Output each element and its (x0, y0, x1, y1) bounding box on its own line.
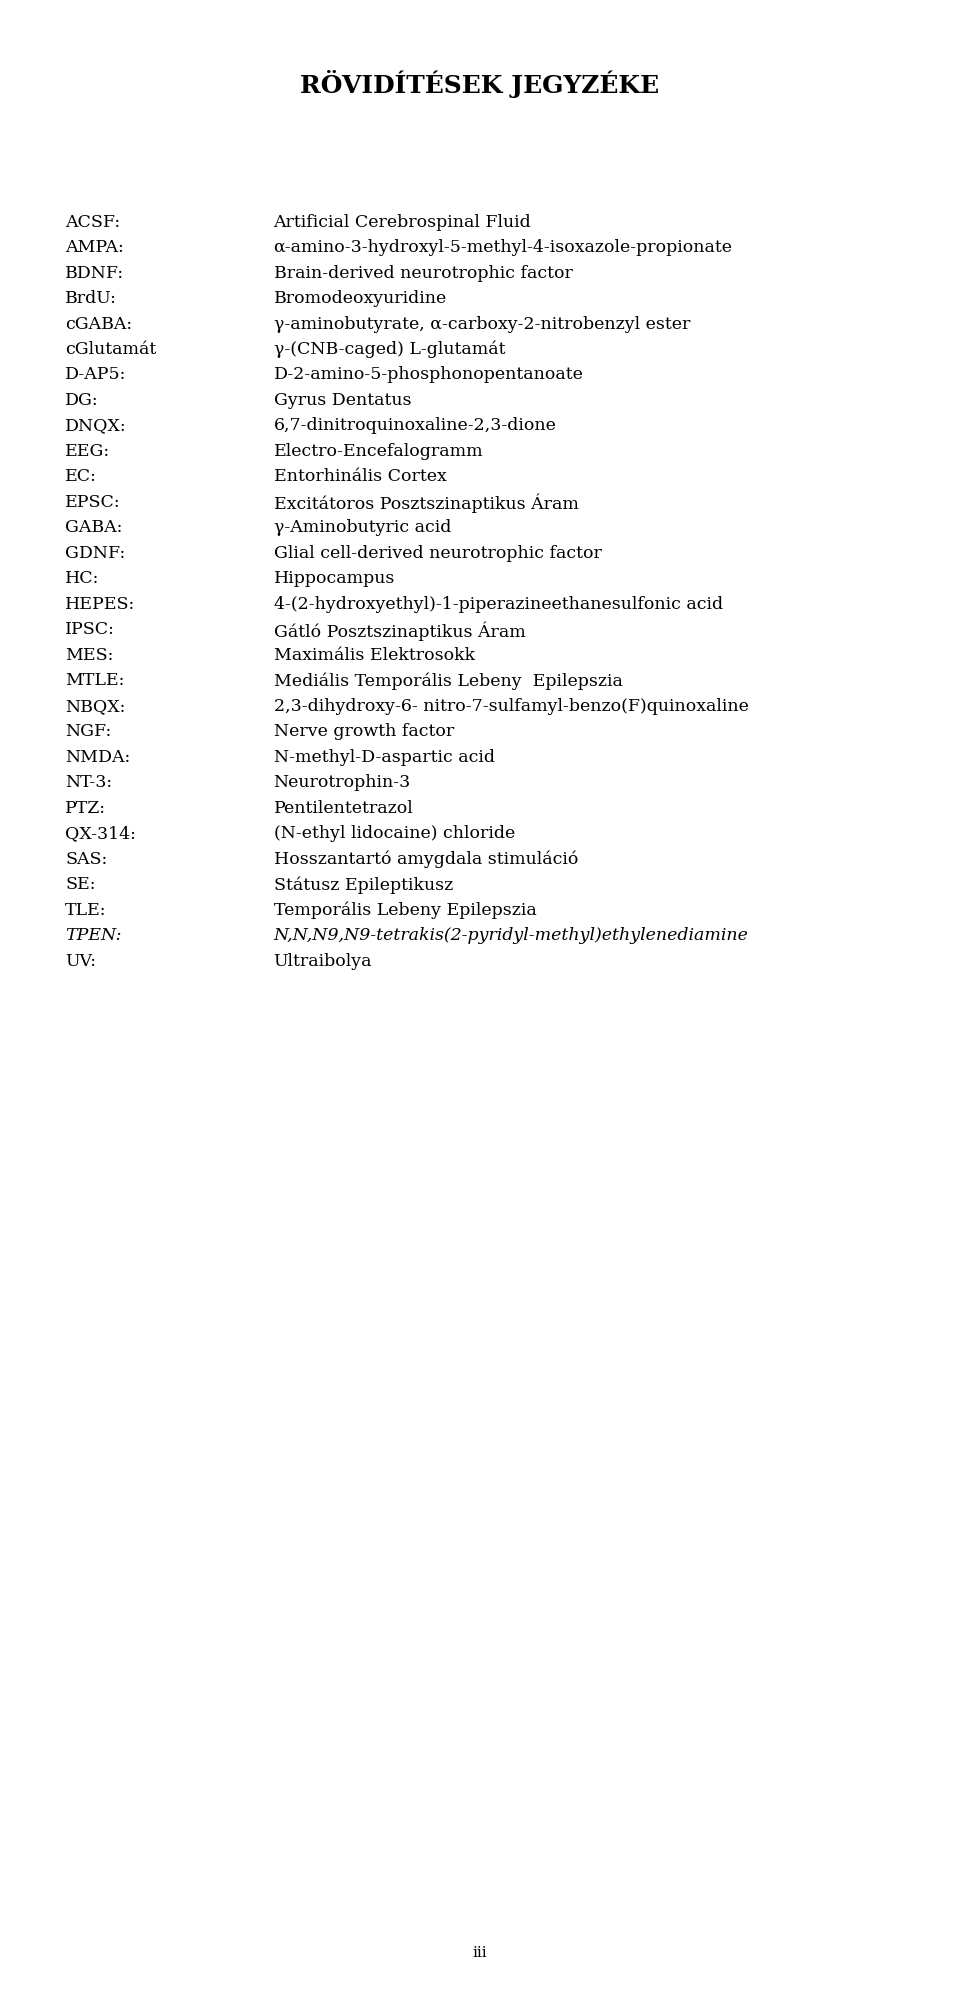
Text: iii: iii (472, 1946, 488, 1960)
Text: α-amino-3-hydroxyl-5-methyl-4-isoxazole-propionate: α-amino-3-hydroxyl-5-methyl-4-isoxazole-… (274, 240, 732, 255)
Text: Excitátoros Posztszinaptikus Áram: Excitátoros Posztszinaptikus Áram (274, 493, 579, 513)
Text: GDNF:: GDNF: (65, 545, 126, 561)
Text: D-2-amino-5-phosphonopentanoate: D-2-amino-5-phosphonopentanoate (274, 367, 584, 383)
Text: N,N,N9,N9-tetrakis(2-pyridyl-methyl)ethylenediamine: N,N,N9,N9-tetrakis(2-pyridyl-methyl)ethy… (274, 926, 749, 944)
Text: ACSF:: ACSF: (65, 214, 120, 232)
Text: SE:: SE: (65, 876, 96, 892)
Text: Gyrus Dentatus: Gyrus Dentatus (274, 391, 411, 409)
Text: NT-3:: NT-3: (65, 774, 112, 790)
Text: DG:: DG: (65, 391, 99, 409)
Text: QX-314:: QX-314: (65, 824, 136, 842)
Text: EC:: EC: (65, 469, 97, 485)
Text: Brain-derived neurotrophic factor: Brain-derived neurotrophic factor (274, 265, 572, 281)
Text: Mediális Temporális Lebeny  Epilepszia: Mediális Temporális Lebeny Epilepszia (274, 673, 622, 691)
Text: 6,7-dinitroquinoxaline-2,3-dione: 6,7-dinitroquinoxaline-2,3-dione (274, 417, 557, 435)
Text: EPSC:: EPSC: (65, 493, 121, 511)
Text: Temporális Lebeny Epilepszia: Temporális Lebeny Epilepszia (274, 902, 537, 918)
Text: IPSC:: IPSC: (65, 621, 115, 639)
Text: Státusz Epileptikusz: Státusz Epileptikusz (274, 876, 453, 894)
Text: Ultraibolya: Ultraibolya (274, 952, 372, 970)
Text: Hippocampus: Hippocampus (274, 571, 395, 587)
Text: cGlutamát: cGlutamát (65, 341, 156, 357)
Text: SAS:: SAS: (65, 850, 108, 868)
Text: Maximális Elektrosokk: Maximális Elektrosokk (274, 647, 475, 665)
Text: 2,3-dihydroxy-6- nitro-7-sulfamyl-benzo(F)quinoxaline: 2,3-dihydroxy-6- nitro-7-sulfamyl-benzo(… (274, 699, 749, 715)
Text: γ-Aminobutyric acid: γ-Aminobutyric acid (274, 519, 451, 537)
Text: UV:: UV: (65, 952, 96, 970)
Text: Neurotrophin-3: Neurotrophin-3 (274, 774, 411, 790)
Text: BrdU:: BrdU: (65, 289, 117, 307)
Text: N-methyl-D-aspartic acid: N-methyl-D-aspartic acid (274, 748, 494, 766)
Text: EEG:: EEG: (65, 443, 110, 459)
Text: γ-(CNB-caged) L-glutamát: γ-(CNB-caged) L-glutamát (274, 341, 505, 359)
Text: TPEN:: TPEN: (65, 926, 122, 944)
Text: BDNF:: BDNF: (65, 265, 125, 281)
Text: Nerve growth factor: Nerve growth factor (274, 723, 454, 741)
Text: Glial cell-derived neurotrophic factor: Glial cell-derived neurotrophic factor (274, 545, 602, 561)
Text: HC:: HC: (65, 571, 100, 587)
Text: GABA:: GABA: (65, 519, 123, 537)
Text: γ-aminobutyrate, α-carboxy-2-nitrobenzyl ester: γ-aminobutyrate, α-carboxy-2-nitrobenzyl… (274, 315, 690, 333)
Text: PTZ:: PTZ: (65, 800, 107, 816)
Text: RÖVIDÍTÉSEK JEGYZÉKE: RÖVIDÍTÉSEK JEGYZÉKE (300, 70, 660, 98)
Text: NMDA:: NMDA: (65, 748, 131, 766)
Text: Pentilentetrazol: Pentilentetrazol (274, 800, 414, 816)
Text: NGF:: NGF: (65, 723, 111, 741)
Text: TLE:: TLE: (65, 902, 107, 918)
Text: (N-ethyl lidocaine) chloride: (N-ethyl lidocaine) chloride (274, 824, 515, 842)
Text: MES:: MES: (65, 647, 113, 665)
Text: cGABA:: cGABA: (65, 315, 132, 333)
Text: Artificial Cerebrospinal Fluid: Artificial Cerebrospinal Fluid (274, 214, 531, 232)
Text: 4-(2-hydroxyethyl)-1-piperazineethanesulfonic acid: 4-(2-hydroxyethyl)-1-piperazineethanesul… (274, 597, 723, 613)
Text: HEPES:: HEPES: (65, 597, 135, 613)
Text: DNQX:: DNQX: (65, 417, 127, 435)
Text: AMPA:: AMPA: (65, 240, 124, 255)
Text: Entorhinális Cortex: Entorhinális Cortex (274, 469, 446, 485)
Text: Bromodeoxyuridine: Bromodeoxyuridine (274, 289, 446, 307)
Text: MTLE:: MTLE: (65, 673, 125, 689)
Text: Electro-Encefalogramm: Electro-Encefalogramm (274, 443, 483, 459)
Text: D-AP5:: D-AP5: (65, 367, 127, 383)
Text: Hosszantartó amygdala stimuláció: Hosszantartó amygdala stimuláció (274, 850, 578, 868)
Text: Gátló Posztszinaptikus Áram: Gátló Posztszinaptikus Áram (274, 621, 525, 641)
Text: NBQX:: NBQX: (65, 699, 126, 715)
